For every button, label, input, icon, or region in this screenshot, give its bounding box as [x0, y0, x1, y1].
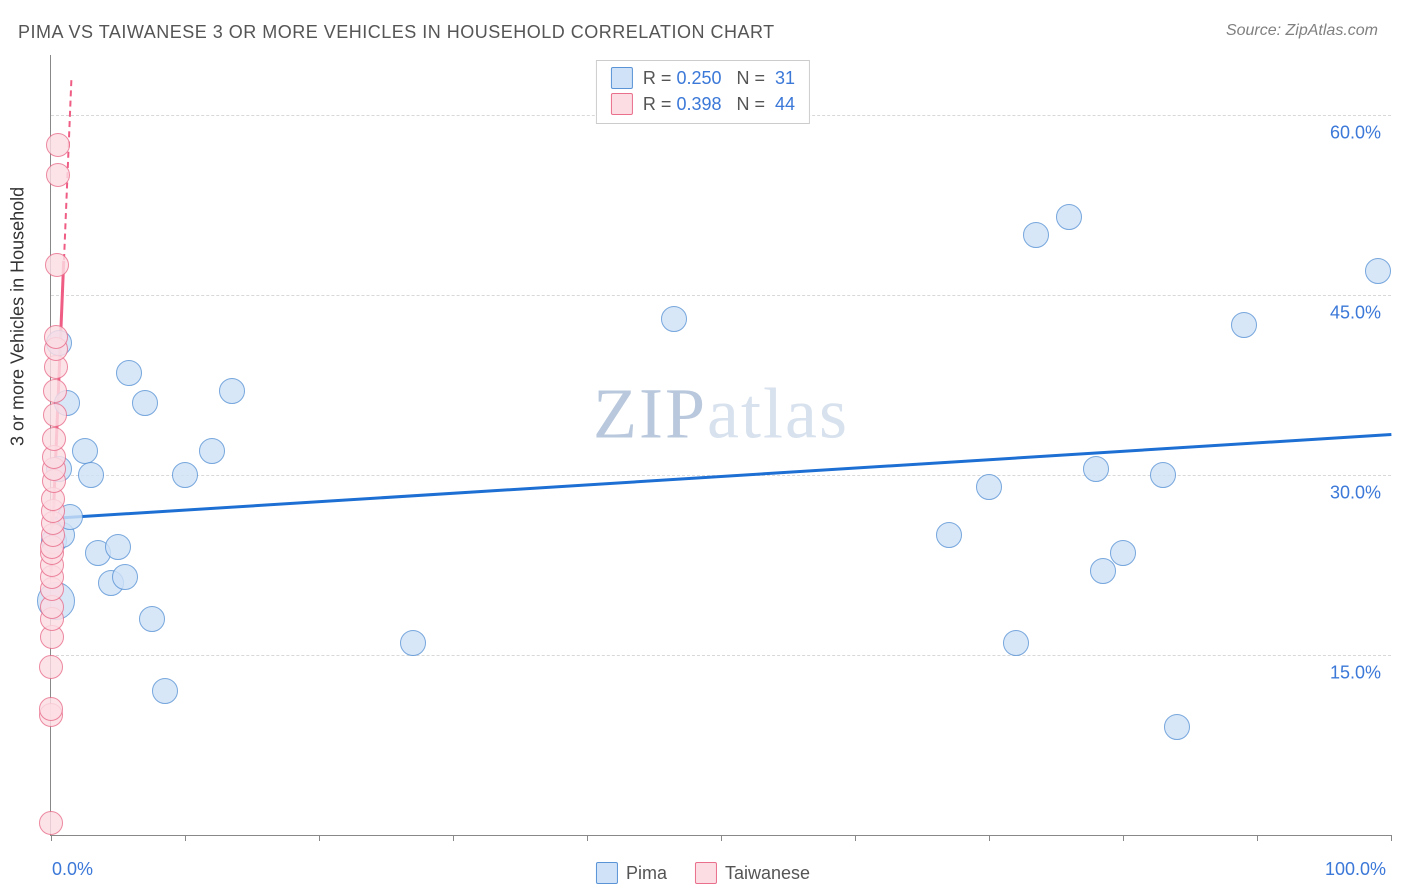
data-point-taiwanese: [46, 163, 70, 187]
watermark: ZIPatlas: [593, 372, 849, 455]
data-point-taiwanese: [42, 427, 66, 451]
gridline-h: [51, 655, 1391, 656]
data-point-taiwanese: [39, 697, 63, 721]
legend-label: Taiwanese: [725, 863, 810, 884]
legend-swatch: [596, 862, 618, 884]
x-tick: [1257, 835, 1258, 841]
data-point-pima: [936, 522, 962, 548]
x-tick: [855, 835, 856, 841]
series-legend: Pima Taiwanese: [596, 862, 810, 884]
x-tick: [51, 835, 52, 841]
chart-title: PIMA VS TAIWANESE 3 OR MORE VEHICLES IN …: [18, 22, 775, 43]
legend-swatch: [611, 93, 633, 115]
data-point-taiwanese: [43, 403, 67, 427]
x-tick: [587, 835, 588, 841]
stats-legend: R = 0.250 N = 31R = 0.398 N = 44: [596, 60, 810, 124]
data-point-pima: [116, 360, 142, 386]
data-point-pima: [219, 378, 245, 404]
data-point-pima: [1164, 714, 1190, 740]
y-tick-label: 30.0%: [1330, 483, 1381, 504]
data-point-taiwanese: [43, 379, 67, 403]
data-point-pima: [1023, 222, 1049, 248]
y-tick-label: 60.0%: [1330, 123, 1381, 144]
y-axis-title: 3 or more Vehicles in Household: [8, 187, 29, 446]
data-point-pima: [112, 564, 138, 590]
data-point-pima: [1231, 312, 1257, 338]
data-point-pima: [1365, 258, 1391, 284]
x-tick: [721, 835, 722, 841]
stats-text: R = 0.250 N = 31: [643, 65, 795, 91]
data-point-pima: [139, 606, 165, 632]
legend-label: Pima: [626, 863, 667, 884]
legend-swatch: [695, 862, 717, 884]
y-tick-label: 15.0%: [1330, 663, 1381, 684]
data-point-pima: [1056, 204, 1082, 230]
legend-item-pima: Pima: [596, 862, 667, 884]
data-point-pima: [199, 438, 225, 464]
data-point-taiwanese: [46, 133, 70, 157]
data-point-pima: [1003, 630, 1029, 656]
data-point-pima: [1083, 456, 1109, 482]
data-point-taiwanese: [39, 811, 63, 835]
source-attribution: Source: ZipAtlas.com: [1226, 22, 1378, 40]
x-tick: [1123, 835, 1124, 841]
x-tick: [319, 835, 320, 841]
data-point-pima: [78, 462, 104, 488]
stats-row-taiwanese: R = 0.398 N = 44: [611, 91, 795, 117]
x-tick: [453, 835, 454, 841]
data-point-pima: [1110, 540, 1136, 566]
data-point-taiwanese: [44, 325, 68, 349]
data-point-pima: [400, 630, 426, 656]
x-tick: [989, 835, 990, 841]
data-point-taiwanese: [39, 655, 63, 679]
x-tick: [185, 835, 186, 841]
legend-swatch: [611, 67, 633, 89]
plot-area: ZIPatlas 15.0% 30.0% 45.0% 60.0%: [50, 55, 1391, 836]
data-point-pima: [1090, 558, 1116, 584]
data-point-pima: [132, 390, 158, 416]
data-point-taiwanese: [45, 253, 69, 277]
data-point-pima: [72, 438, 98, 464]
data-point-pima: [172, 462, 198, 488]
gridline-h: [51, 295, 1391, 296]
x-axis-max-label: 100.0%: [1325, 859, 1386, 880]
data-point-pima: [976, 474, 1002, 500]
data-point-pima: [661, 306, 687, 332]
legend-item-taiwanese: Taiwanese: [695, 862, 810, 884]
data-point-pima: [1150, 462, 1176, 488]
stats-row-pima: R = 0.250 N = 31: [611, 65, 795, 91]
data-point-pima: [152, 678, 178, 704]
y-tick-label: 45.0%: [1330, 303, 1381, 324]
x-axis-min-label: 0.0%: [52, 859, 93, 880]
stats-text: R = 0.398 N = 44: [643, 91, 795, 117]
x-tick: [1391, 835, 1392, 841]
data-point-pima: [105, 534, 131, 560]
